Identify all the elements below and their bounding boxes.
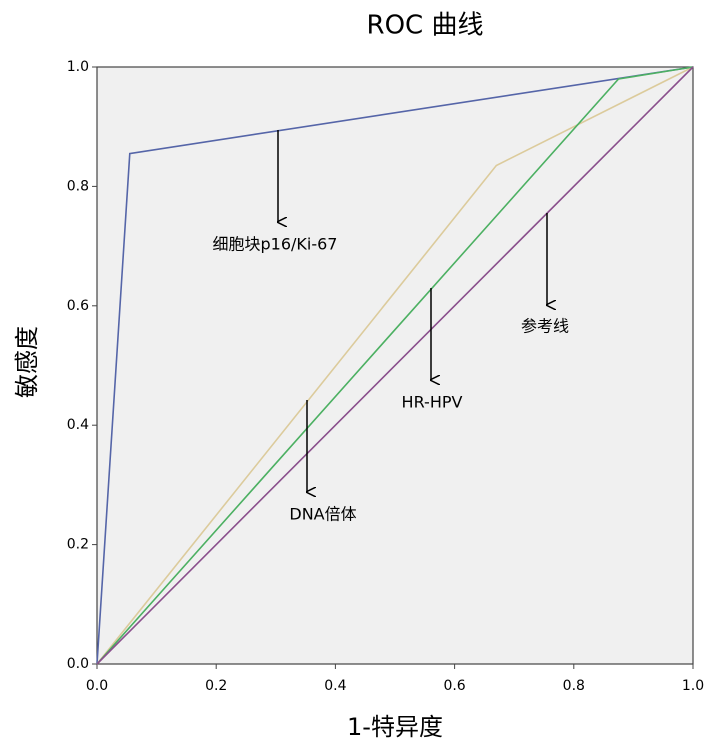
y-tick-label: 0.2 — [67, 537, 89, 553]
x-tick-label: 0.0 — [86, 678, 108, 694]
chart-title: ROC 曲线 — [367, 11, 484, 41]
x-tick-label: 0.2 — [205, 678, 227, 694]
y-tick-label: 0.0 — [67, 656, 89, 672]
roc-line — [96, 66, 694, 665]
roc-line — [96, 66, 694, 665]
roc-line — [96, 66, 694, 665]
annotation-label: 细胞块p16/Ki-67 — [213, 235, 338, 254]
y-axis-title: 敏感度 — [13, 326, 41, 398]
annotation-label: DNA倍体 — [289, 505, 356, 524]
y-tick-label: 0.6 — [67, 298, 89, 314]
y-tick-label: 1.0 — [67, 59, 89, 75]
y-tick-label: 0.4 — [67, 417, 89, 433]
x-tick-label: 1.0 — [682, 678, 704, 694]
annotation-label: 参考线 — [521, 317, 569, 336]
x-tick-label: 0.6 — [443, 678, 465, 694]
annotation-label: HR-HPV — [402, 393, 463, 412]
x-tick-label: 0.4 — [324, 678, 346, 694]
roc-line — [96, 66, 694, 665]
x-axis-title: 1-特异度 — [347, 713, 443, 741]
x-tick-label: 0.8 — [563, 678, 585, 694]
y-tick-label: 0.8 — [67, 178, 89, 194]
